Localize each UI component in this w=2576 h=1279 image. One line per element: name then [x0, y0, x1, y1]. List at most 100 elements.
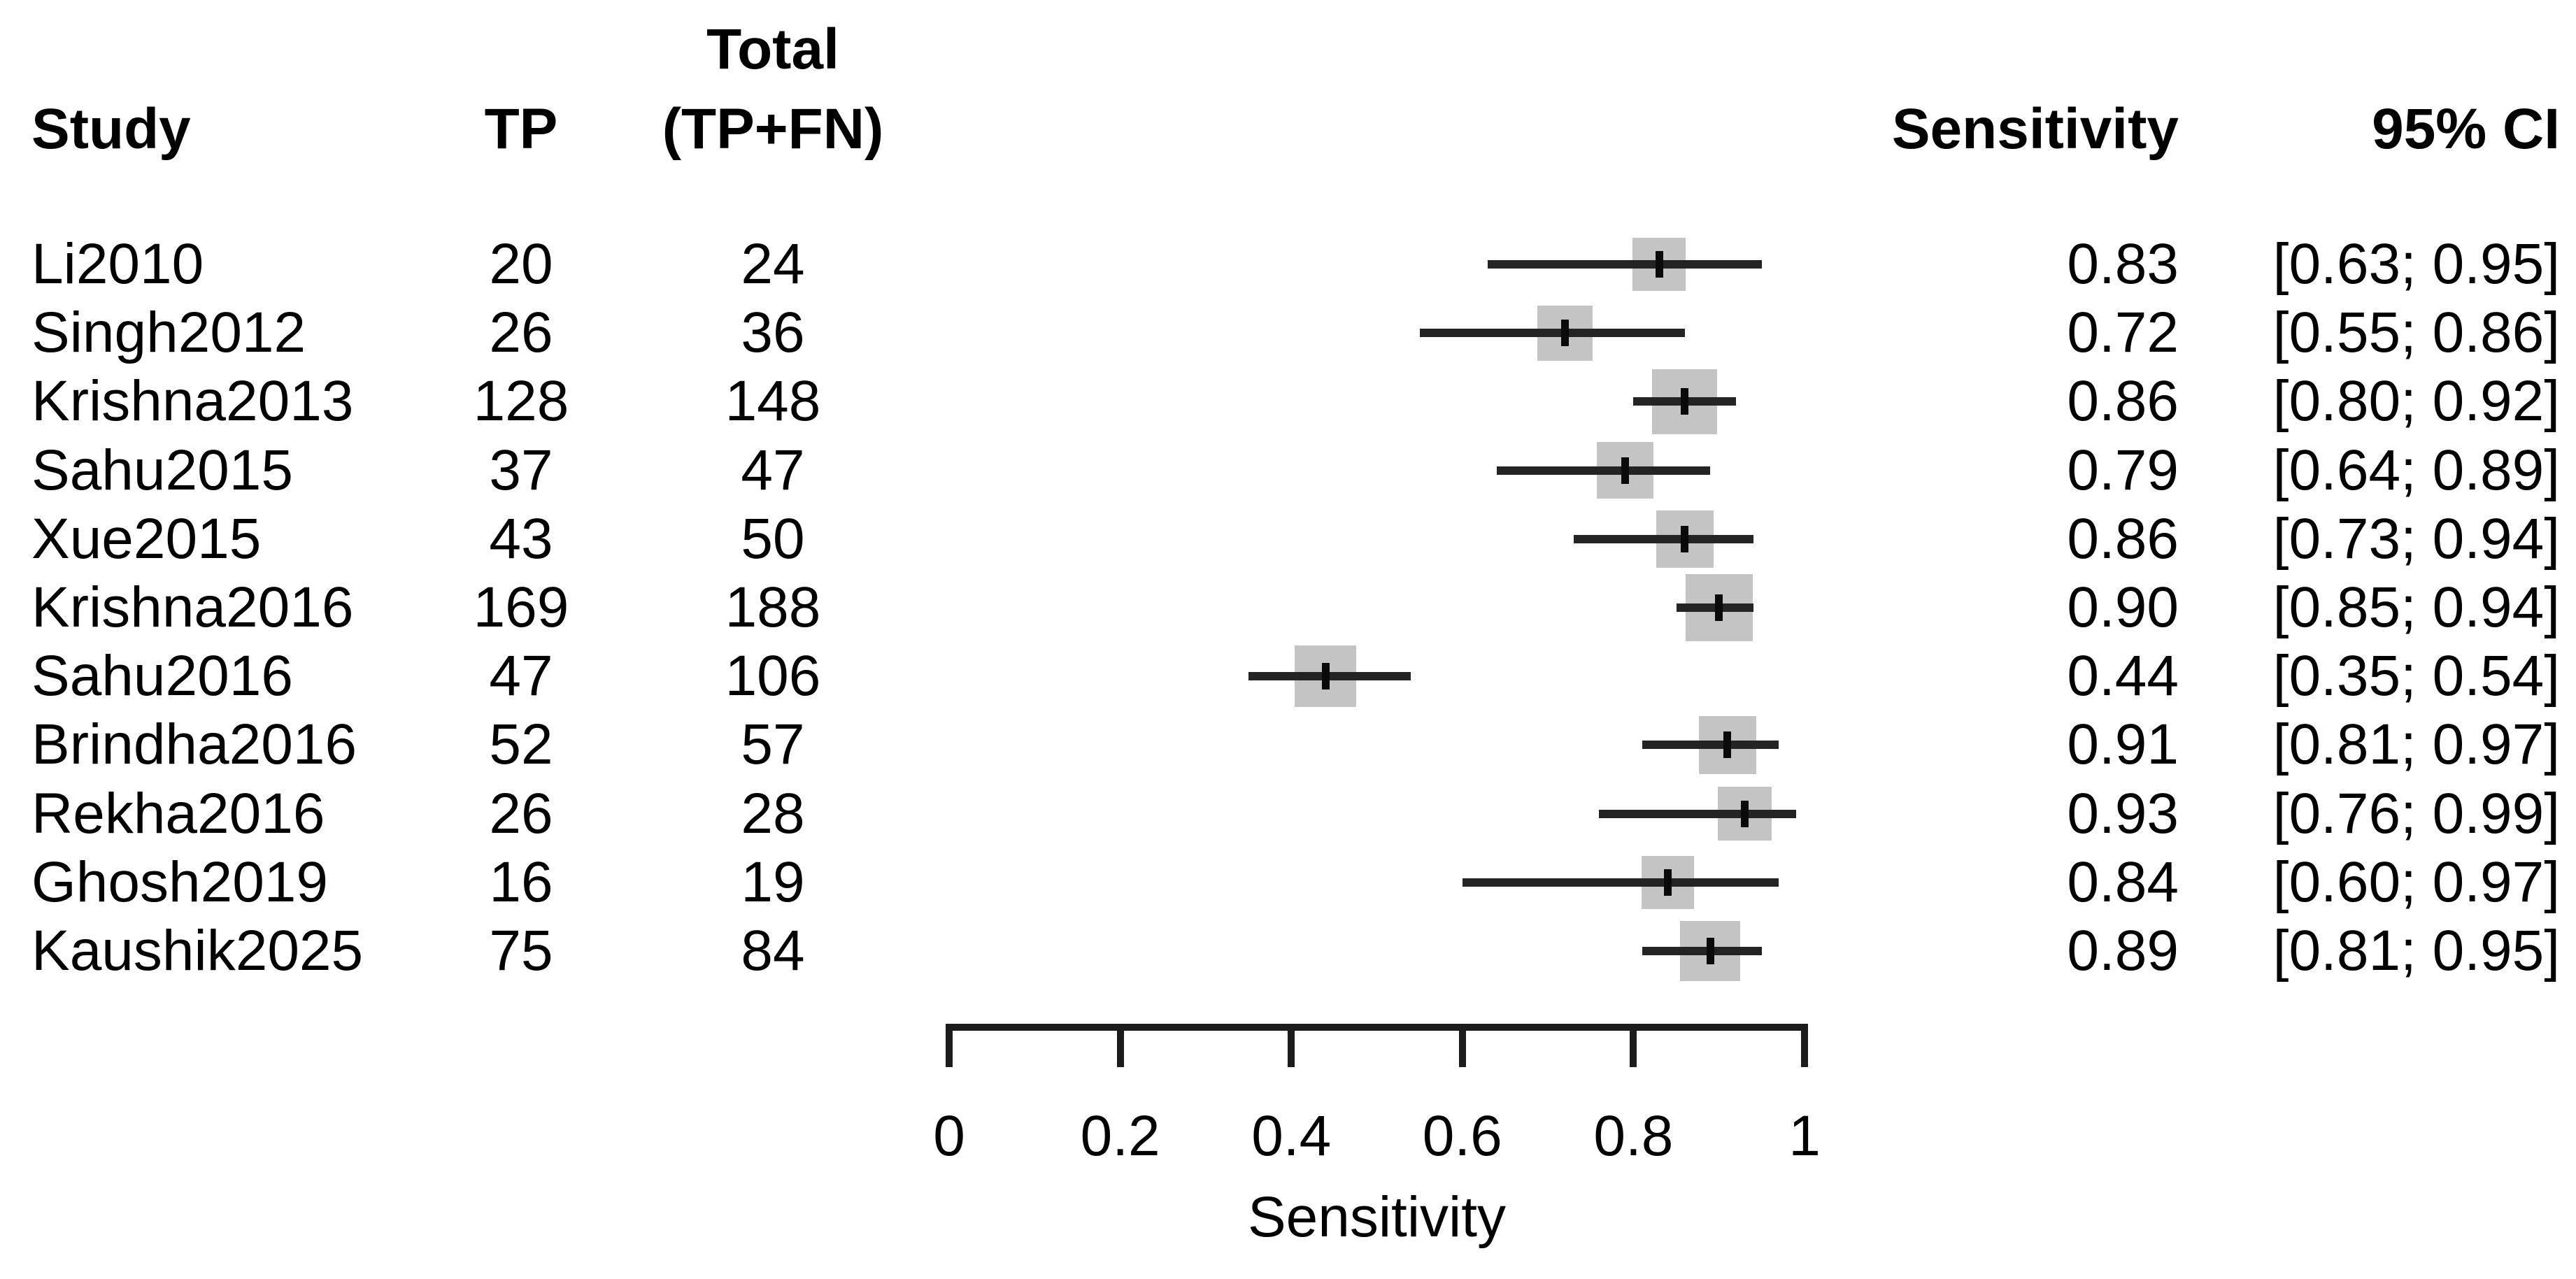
table-row: Brindha2016 52 57 0.91 [0.81; 0.97]	[0, 710, 2576, 779]
column-header-tp: TP	[484, 97, 558, 161]
total-value: 36	[741, 301, 805, 365]
x-axis-tick	[1458, 1024, 1466, 1067]
study-label: Krishna2016	[31, 575, 354, 639]
table-row: Kaushik2025 75 84 0.89 [0.81; 0.95]	[0, 917, 2576, 985]
tp-value: 16	[489, 850, 553, 914]
column-header-total-line2: (TP+FN)	[662, 97, 884, 161]
ci-line	[1642, 946, 1762, 955]
estimate-tick	[1681, 525, 1689, 552]
estimate-tick	[1723, 731, 1732, 759]
x-axis-title: Sensitivity	[1247, 1185, 1507, 1249]
sensitivity-value: 0.72	[2067, 301, 2179, 365]
study-label: Singh2012	[31, 301, 306, 365]
estimate-tick	[1706, 937, 1714, 964]
total-value: 47	[741, 438, 805, 502]
total-value: 188	[725, 575, 821, 639]
tp-value: 43	[489, 506, 553, 571]
study-label: Ghosh2019	[31, 850, 329, 914]
x-axis-tick	[1116, 1024, 1124, 1067]
forest-marker	[0, 848, 2576, 917]
x-tick-label: 0.2	[1080, 1104, 1160, 1168]
total-value: 106	[725, 644, 821, 708]
forest-marker	[0, 642, 2576, 710]
table-row: Ghosh2019 16 19 0.84 [0.60; 0.97]	[0, 848, 2576, 917]
total-value: 50	[741, 506, 805, 571]
tp-value: 20	[489, 232, 553, 296]
tp-value: 37	[489, 438, 553, 502]
table-row: Sahu2016 47 106 0.44 [0.35; 0.54]	[0, 642, 2576, 710]
ci-value: [0.76; 0.99]	[2272, 781, 2560, 845]
sensitivity-value: 0.86	[2067, 506, 2179, 571]
x-axis-tick	[946, 1024, 953, 1067]
estimate-tick	[1740, 800, 1749, 827]
tp-value: 26	[489, 781, 553, 845]
table-row: Xue2015 43 50 0.86 [0.73; 0.94]	[0, 505, 2576, 573]
x-axis-tick	[1288, 1024, 1295, 1067]
sensitivity-value: 0.90	[2067, 575, 2179, 639]
sensitivity-value: 0.86	[2067, 369, 2179, 434]
estimate-tick	[1663, 869, 1672, 896]
ci-value: [0.35; 0.54]	[2272, 644, 2560, 708]
ci-line	[1462, 878, 1779, 887]
x-tick-label: 0.6	[1422, 1104, 1502, 1168]
tp-value: 128	[473, 369, 569, 434]
column-header-sensitivity: Sensitivity	[1891, 97, 2179, 161]
estimate-tick	[1561, 320, 1570, 347]
estimate-tick	[1621, 457, 1629, 484]
sensitivity-value: 0.44	[2067, 644, 2179, 708]
total-value: 19	[741, 850, 805, 914]
estimate-tick	[1655, 251, 1663, 278]
column-header-ci: 95% CI	[2372, 97, 2560, 161]
ci-line	[1248, 672, 1411, 681]
table-row: Singh2012 26 36 0.72 [0.55; 0.86]	[0, 299, 2576, 367]
column-header-total-line1: Total	[706, 17, 839, 81]
x-axis-tick	[1801, 1024, 1808, 1067]
ci-value: [0.55; 0.86]	[2272, 301, 2560, 365]
ci-value: [0.73; 0.94]	[2272, 506, 2560, 571]
sensitivity-value: 0.83	[2067, 232, 2179, 296]
estimate-tick	[1681, 388, 1689, 415]
ci-line	[1599, 809, 1796, 818]
study-label: Krishna2013	[31, 369, 354, 434]
ci-line	[1488, 260, 1762, 269]
ci-line	[1676, 603, 1753, 613]
sensitivity-value: 0.84	[2067, 850, 2179, 914]
sensitivity-value: 0.93	[2067, 781, 2179, 845]
x-axis-line	[946, 1024, 1808, 1031]
table-row: Li2010 20 24 0.83 [0.63; 0.95]	[0, 230, 2576, 299]
tp-value: 52	[489, 713, 553, 777]
forest-marker	[0, 573, 2576, 642]
ci-value: [0.60; 0.97]	[2272, 850, 2560, 914]
ci-value: [0.85; 0.94]	[2272, 575, 2560, 639]
forest-marker	[0, 436, 2576, 505]
estimate-tick	[1715, 594, 1723, 622]
total-value: 57	[741, 713, 805, 777]
estimate-tick	[1321, 663, 1330, 690]
tp-value: 47	[489, 644, 553, 708]
ci-value: [0.80; 0.92]	[2272, 369, 2560, 434]
study-label: Sahu2016	[31, 644, 293, 708]
ci-value: [0.81; 0.95]	[2272, 918, 2560, 983]
ci-line	[1419, 329, 1685, 338]
forest-marker	[0, 710, 2576, 779]
x-tick-label: 0.8	[1593, 1104, 1674, 1168]
total-value: 28	[741, 781, 805, 845]
column-header-study: Study	[31, 97, 191, 161]
total-value: 24	[741, 232, 805, 296]
ci-line	[1642, 741, 1779, 750]
total-value: 148	[725, 369, 821, 434]
study-label: Sahu2015	[31, 438, 293, 502]
study-label: Rekha2016	[31, 781, 325, 845]
study-rows: Li2010 20 24 0.83 [0.63; 0.95] Singh2012…	[0, 230, 2576, 985]
tp-value: 169	[473, 575, 569, 639]
x-axis-tick	[1630, 1024, 1637, 1067]
table-row: Krishna2016 169 188 0.90 [0.85; 0.94]	[0, 573, 2576, 642]
table-row: Rekha2016 26 28 0.93 [0.76; 0.99]	[0, 780, 2576, 848]
ci-value: [0.81; 0.97]	[2272, 713, 2560, 777]
forest-marker	[0, 230, 2576, 299]
x-tick-label: 0	[933, 1104, 965, 1168]
tp-value: 26	[489, 301, 553, 365]
tp-value: 75	[489, 918, 553, 983]
x-tick-label: 1	[1788, 1104, 1821, 1168]
